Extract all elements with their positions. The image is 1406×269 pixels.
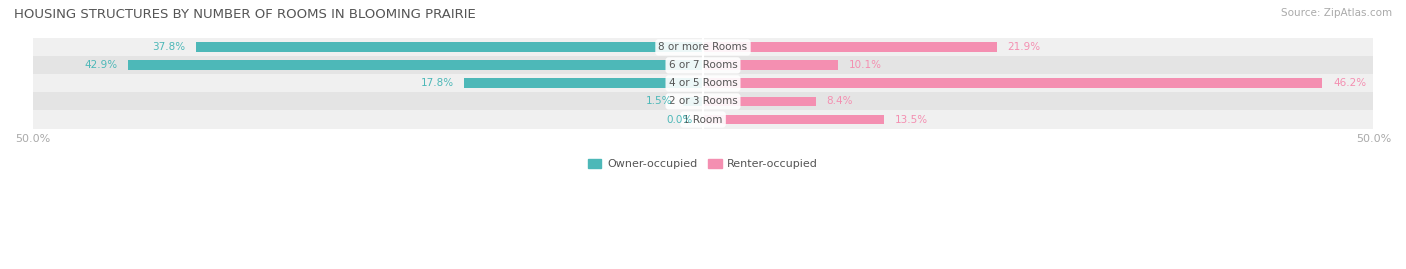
Text: 2 or 3 Rooms: 2 or 3 Rooms xyxy=(669,97,737,107)
Bar xyxy=(32,75,1374,93)
Text: 46.2%: 46.2% xyxy=(1333,79,1367,89)
Bar xyxy=(703,79,1323,89)
Bar xyxy=(32,111,1374,129)
Text: 1 Room: 1 Room xyxy=(683,115,723,125)
Bar xyxy=(32,56,1374,75)
Bar xyxy=(128,61,703,70)
Text: 8 or more Rooms: 8 or more Rooms xyxy=(658,42,748,52)
Text: Source: ZipAtlas.com: Source: ZipAtlas.com xyxy=(1281,8,1392,18)
Text: 1.5%: 1.5% xyxy=(645,97,672,107)
Bar xyxy=(703,97,815,107)
Text: 10.1%: 10.1% xyxy=(849,60,882,70)
Text: 42.9%: 42.9% xyxy=(84,60,117,70)
Text: 4 or 5 Rooms: 4 or 5 Rooms xyxy=(669,79,737,89)
Bar xyxy=(32,38,1374,56)
Bar xyxy=(32,93,1374,111)
Text: 21.9%: 21.9% xyxy=(1007,42,1040,52)
Bar xyxy=(197,43,703,52)
Legend: Owner-occupied, Renter-occupied: Owner-occupied, Renter-occupied xyxy=(583,154,823,174)
Text: 13.5%: 13.5% xyxy=(894,115,928,125)
Bar xyxy=(703,115,884,125)
Text: HOUSING STRUCTURES BY NUMBER OF ROOMS IN BLOOMING PRAIRIE: HOUSING STRUCTURES BY NUMBER OF ROOMS IN… xyxy=(14,8,475,21)
Text: 0.0%: 0.0% xyxy=(666,115,692,125)
Bar xyxy=(703,43,997,52)
Text: 17.8%: 17.8% xyxy=(420,79,454,89)
Bar xyxy=(703,61,838,70)
Text: 8.4%: 8.4% xyxy=(827,97,853,107)
Text: 37.8%: 37.8% xyxy=(152,42,186,52)
Bar xyxy=(464,79,703,89)
Bar xyxy=(683,97,703,107)
Text: 6 or 7 Rooms: 6 or 7 Rooms xyxy=(669,60,737,70)
